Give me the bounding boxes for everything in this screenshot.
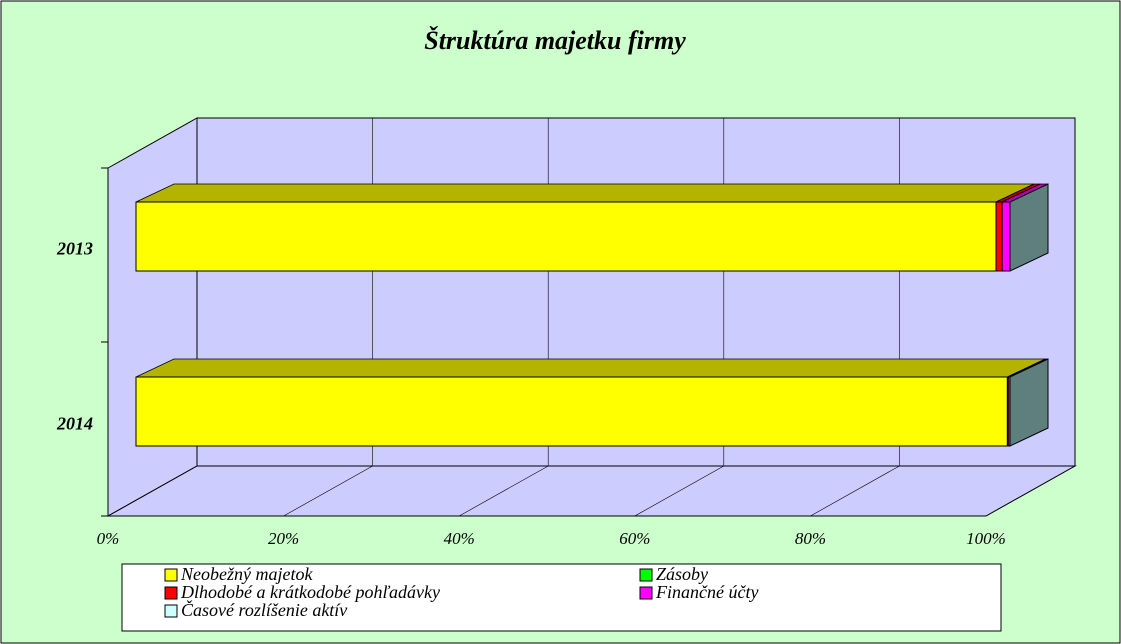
legend-label: Neobežný majetok: [180, 564, 313, 584]
bar-end: [1009, 183, 1049, 272]
grid-line: [634, 465, 724, 517]
bar: [1001, 201, 1011, 272]
legend-swatch: [164, 586, 178, 600]
legend-label: Časové rozlíšenie aktív: [181, 599, 347, 620]
legend-label: Finančné účty: [655, 582, 758, 602]
legend-label: Zásoby: [656, 564, 708, 584]
legend-label: Dlhodobé a krátkodobé pohľadávky: [180, 582, 440, 602]
floor: [106, 465, 1077, 517]
bar: [135, 201, 997, 272]
grid-line: [985, 465, 1076, 517]
grid-line: [459, 465, 549, 517]
y-tick-label: 2013: [56, 239, 93, 259]
x-tick-label: 60%: [619, 529, 650, 548]
side-wall: [107, 117, 198, 517]
y-tick-label: 2014: [56, 414, 93, 434]
bar-top: [135, 358, 1046, 378]
x-tick-label: 100%: [966, 529, 1006, 548]
legend-swatch: [164, 604, 178, 618]
x-tick-label: 20%: [268, 529, 299, 548]
grid-line: [283, 465, 373, 517]
bar-end: [1009, 358, 1049, 447]
grid-line: [107, 465, 198, 517]
x-tick-label: 40%: [444, 529, 475, 548]
legend-swatch: [639, 568, 653, 582]
legend: [121, 563, 1002, 632]
chart-title: Štruktúra majetku firmy: [424, 26, 686, 55]
legend-swatch: [164, 568, 178, 582]
bar: [995, 201, 1003, 272]
legend-swatch: [639, 586, 653, 600]
grid-line: [810, 465, 900, 517]
bar: [135, 376, 1008, 447]
bar-top: [135, 183, 1035, 203]
x-tick-label: 0%: [97, 529, 120, 548]
x-tick-label: 80%: [795, 529, 826, 548]
